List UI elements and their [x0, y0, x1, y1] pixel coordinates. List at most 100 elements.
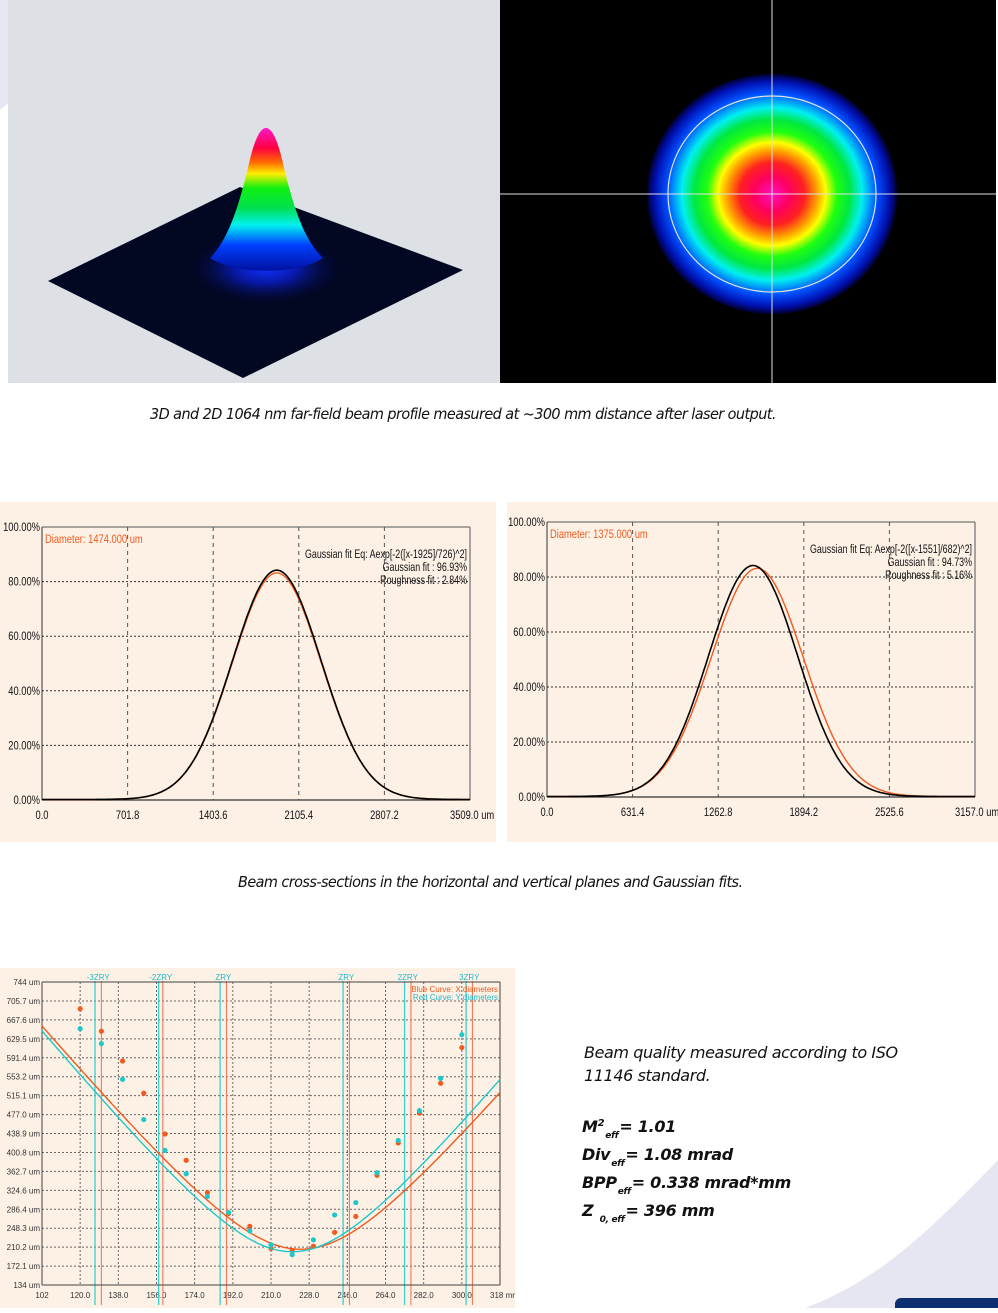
rayleigh-label-bg — [209, 972, 238, 981]
x-tick-label: 1403.6 — [199, 809, 228, 822]
caption-cross-sections: Beam cross-sections in the horizontal an… — [238, 873, 743, 891]
gaussian-fit-line — [547, 567, 975, 798]
y-diameter-point — [225, 1209, 232, 1216]
diameter-annotation: Diameter: 1474.000 um — [45, 533, 143, 546]
x-tick-label: 631.4 — [621, 806, 644, 819]
y-tick-label: 210.2 um — [7, 1243, 41, 1252]
x-diameter-point — [332, 1229, 338, 1235]
rayleigh-label-bg — [455, 972, 484, 981]
y-tick-label: 60.00% — [8, 630, 40, 643]
y-diameter-point — [141, 1116, 147, 1123]
fit-equation: Gaussian fit Eq: Aexp[-2([x-1551]/682)^2… — [810, 543, 972, 557]
x-diameter-point — [119, 1058, 126, 1064]
y-tick-label: 667.6 um — [7, 1016, 41, 1025]
x-tick-label: 282.0 — [414, 1291, 435, 1300]
y-diameter-point — [77, 1026, 83, 1032]
x-tick-label: 0.0 — [540, 806, 553, 819]
y-tick-label: 286.4 um — [7, 1205, 41, 1214]
roughness-fit-value: Roughness fit : 2.84% — [380, 574, 467, 588]
y-tick-label: 60.00% — [513, 626, 545, 639]
y-tick-label: 744 um — [13, 978, 40, 987]
x-tick-label: 1894.2 — [789, 806, 818, 819]
horizontal-cross-section-chart: 0.00% 20.00% 40.00% 60.00% 80.00% 100.00% 0.0 7… — [0, 502, 496, 842]
y-tick-label: 20.00% — [513, 736, 545, 749]
x-diameter-point — [162, 1131, 168, 1137]
y-tick-label: 477.0 um — [7, 1111, 41, 1120]
x-tick-label: 318 mm — [490, 1291, 515, 1300]
vertical-cross-section-chart: 0.00% 20.00% 40.00% 60.00% 80.00% 100.00% 0.0 6… — [507, 502, 998, 842]
x-tick-label: 102 — [35, 1291, 49, 1300]
y-tick-label: 40.00% — [8, 685, 40, 698]
x-diameter-point — [183, 1157, 189, 1163]
legend-y-diameters: Red Curve: Y diameters — [413, 993, 498, 1002]
gaussian-fit-line — [42, 572, 470, 801]
y-tick-label: 20.00% — [8, 739, 40, 752]
y-diameter-point — [374, 1170, 380, 1176]
rayleigh-label-bg — [393, 972, 422, 981]
y-tick-label: 400.8 um — [7, 1148, 41, 1157]
rayleigh-label-bg — [84, 972, 113, 981]
y-tick-label: 362.7 um — [7, 1167, 41, 1176]
beam-quality-title: Beam quality measured according to ISO 1… — [584, 1043, 898, 1085]
y-diameter-point — [268, 1242, 274, 1248]
y-diameter-point — [119, 1076, 126, 1082]
y-tick-label: 515.1 um — [7, 1092, 41, 1101]
measured-profile-line — [547, 564, 975, 798]
x-tick-label: 156.0 — [146, 1291, 167, 1300]
x-tick-label: 2807.2 — [370, 809, 399, 822]
rayleigh-label-bg — [146, 972, 175, 981]
x-tick-label: 228.0 — [299, 1291, 320, 1300]
m2-value: M2eff= 1.01 — [582, 1117, 676, 1141]
y-diameter-point — [438, 1075, 444, 1081]
x-tick-label: 264.0 — [375, 1291, 396, 1300]
y-tick-label: 0.00% — [13, 794, 40, 807]
y-tick-label: 80.00% — [513, 571, 545, 584]
rayleigh-label: 3ZRY — [459, 973, 480, 982]
y-diameter-point — [332, 1212, 338, 1218]
beam-profile-2d-image — [500, 0, 996, 383]
y-diameter-point — [204, 1193, 210, 1200]
x-diameter-point — [204, 1190, 210, 1196]
beam-profile-3d-image — [8, 0, 500, 383]
y-tick-label: 134 um — [13, 1281, 40, 1290]
y-diameter-point — [416, 1108, 423, 1114]
y-tick-label: 553.2 um — [7, 1073, 41, 1082]
y-diameter-point — [310, 1237, 317, 1243]
y-diameter-point — [162, 1147, 168, 1153]
y-diameter-point — [98, 1040, 104, 1047]
y-diameter-fit-curve — [41, 1030, 501, 1253]
caption-beam-profile: 3D and 2D 1064 nm far-field beam profile… — [150, 405, 776, 423]
x-tick-label: 0.0 — [35, 809, 48, 822]
legend-x-diameters: Blue Curve: X diameters — [411, 985, 498, 994]
x-tick-label: 3157.0 um — [955, 806, 998, 819]
x-diameter-point — [247, 1223, 253, 1229]
y-diameter-point — [247, 1228, 253, 1234]
bpp-value: BPPeff= 0.338 mrad*mm — [582, 1173, 791, 1197]
diameter-annotation: Diameter: 1375.000 um — [550, 528, 648, 541]
y-tick-label: 80.00% — [8, 576, 40, 589]
x-tick-label: 246.0 — [337, 1291, 358, 1300]
beam-caustic-chart: 744 um 705.7 um 667.6 um 629.5 um 591.4 um 55… — [0, 968, 519, 1308]
x-tick-label: 2525.6 — [875, 806, 904, 819]
x-tick-label: 300.0 — [452, 1291, 473, 1300]
x-diameter-point — [98, 1028, 104, 1034]
gaussian-fit-value: Gaussian fit : 94.73% — [888, 556, 972, 570]
rayleigh-label: -3ZRY — [87, 973, 111, 982]
y-tick-label: 40.00% — [513, 681, 545, 694]
fit-equation: Gaussian fit Eq: Aexp[-2([x-1925]/726)^2… — [305, 548, 467, 562]
rayleigh-label-bg — [332, 972, 361, 981]
y-diameter-point — [183, 1171, 189, 1177]
z0-value: Z 0, eff= 396 mm — [582, 1201, 715, 1225]
x-diameter-point — [77, 1006, 83, 1012]
x-diameter-point — [438, 1080, 444, 1086]
x-diameter-point — [141, 1090, 147, 1096]
y-tick-label: 629.5 um — [7, 1035, 41, 1044]
y-tick-label: 248.3 um — [7, 1224, 41, 1233]
beam-peak — [210, 128, 323, 271]
y-diameter-point — [353, 1199, 359, 1206]
x-tick-label: 174.0 — [185, 1291, 206, 1300]
y-diameter-point — [395, 1137, 401, 1144]
rayleigh-label: -2ZRY — [149, 973, 173, 982]
roughness-fit-value: Roughness fit : 5.16% — [885, 569, 972, 583]
x-tick-label: 3509.0 um — [450, 809, 494, 822]
